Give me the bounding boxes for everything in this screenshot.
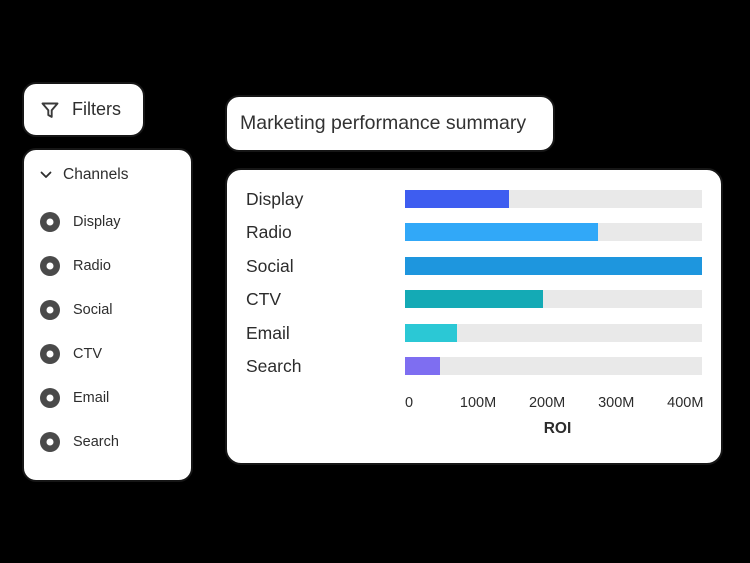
filters-button-label: Filters bbox=[72, 99, 121, 119]
chart-bar-fill bbox=[405, 357, 440, 375]
radio-selected-icon[interactable] bbox=[40, 344, 60, 364]
channel-item-search[interactable]: Search bbox=[40, 420, 183, 464]
chart-bar-track bbox=[405, 223, 702, 242]
chart-row: Search bbox=[227, 357, 721, 375]
channel-item-label: Display bbox=[73, 214, 121, 230]
chart-row: Email bbox=[227, 322, 721, 343]
chevron-down-icon bbox=[39, 168, 53, 182]
radio-selected-icon[interactable] bbox=[40, 432, 60, 452]
radio-inner-dot bbox=[46, 262, 54, 270]
radio-inner-dot bbox=[46, 306, 54, 314]
channels-list: Display Radio Social CTV Email Search bbox=[40, 200, 183, 464]
chart-row: Social bbox=[227, 255, 721, 276]
chart-category-label: CTV bbox=[246, 289, 281, 310]
chart-row: Radio bbox=[227, 222, 721, 243]
filters-button[interactable]: Filters bbox=[22, 82, 145, 137]
channel-item-radio[interactable]: Radio bbox=[40, 244, 183, 288]
channels-filter-panel: Channels Display Radio Social CTV Email … bbox=[22, 148, 193, 482]
chart-bar-fill bbox=[405, 190, 509, 208]
page-title: Marketing performance summary bbox=[240, 112, 527, 134]
radio-inner-dot bbox=[46, 394, 54, 402]
channel-item-display[interactable]: Display bbox=[40, 200, 183, 244]
chart-bar-track bbox=[405, 190, 702, 208]
channel-item-label: CTV bbox=[73, 346, 102, 362]
chart-plot: ROI Display Radio Social CTV Email Search 0 100… bbox=[227, 170, 721, 463]
chart-bar-track bbox=[405, 357, 702, 375]
funnel-icon bbox=[39, 99, 61, 121]
radio-selected-icon[interactable] bbox=[40, 212, 60, 232]
x-axis-ticks: 0 100M 200M 300M 400M bbox=[227, 395, 721, 413]
channels-section-header[interactable]: Channels bbox=[39, 166, 129, 184]
summary-title-card: Marketing performance summary bbox=[225, 95, 555, 152]
chart-category-label: Social bbox=[246, 255, 294, 276]
radio-inner-dot bbox=[46, 438, 54, 446]
chart-bar-track bbox=[405, 290, 702, 309]
chart-category-label: Search bbox=[246, 356, 302, 376]
channel-item-email[interactable]: Email bbox=[40, 376, 183, 420]
chart-bar-fill bbox=[405, 256, 702, 275]
radio-selected-icon[interactable] bbox=[40, 300, 60, 320]
channels-section-label: Channels bbox=[63, 166, 129, 183]
channel-item-ctv[interactable]: CTV bbox=[40, 332, 183, 376]
radio-selected-icon[interactable] bbox=[40, 388, 60, 408]
chart-bar-track bbox=[405, 256, 702, 275]
x-axis-tick-label: 0 bbox=[404, 395, 414, 411]
x-axis-title: ROI bbox=[543, 420, 572, 437]
channel-item-social[interactable]: Social bbox=[40, 288, 183, 332]
radio-selected-icon[interactable] bbox=[40, 256, 60, 276]
channel-item-label: Radio bbox=[73, 258, 111, 274]
chart-bar-fill bbox=[405, 290, 544, 309]
chart-category-label: Radio bbox=[246, 222, 292, 243]
chart-category-label: Display bbox=[246, 189, 304, 209]
radio-inner-dot bbox=[46, 218, 54, 226]
chart-category-label: Email bbox=[246, 322, 290, 343]
chart-row: Display bbox=[227, 190, 721, 208]
chart-bar-fill bbox=[405, 323, 457, 342]
channel-item-label: Social bbox=[73, 302, 113, 318]
channel-item-label: Email bbox=[73, 390, 110, 406]
x-axis-tick-label: 100M bbox=[459, 395, 497, 411]
x-axis-tick-label: 300M bbox=[598, 395, 635, 411]
chart-bar-fill bbox=[405, 223, 599, 242]
chart-row: CTV bbox=[227, 289, 721, 310]
radio-inner-dot bbox=[46, 350, 54, 358]
chart-bar-track bbox=[405, 323, 702, 342]
x-axis-tick-label: 400M bbox=[667, 395, 704, 411]
channel-item-label: Search bbox=[73, 434, 119, 450]
x-axis-tick-label: 200M bbox=[528, 395, 566, 411]
roi-bar-chart-card: ROI Display Radio Social CTV Email Search 0 100… bbox=[225, 168, 723, 465]
